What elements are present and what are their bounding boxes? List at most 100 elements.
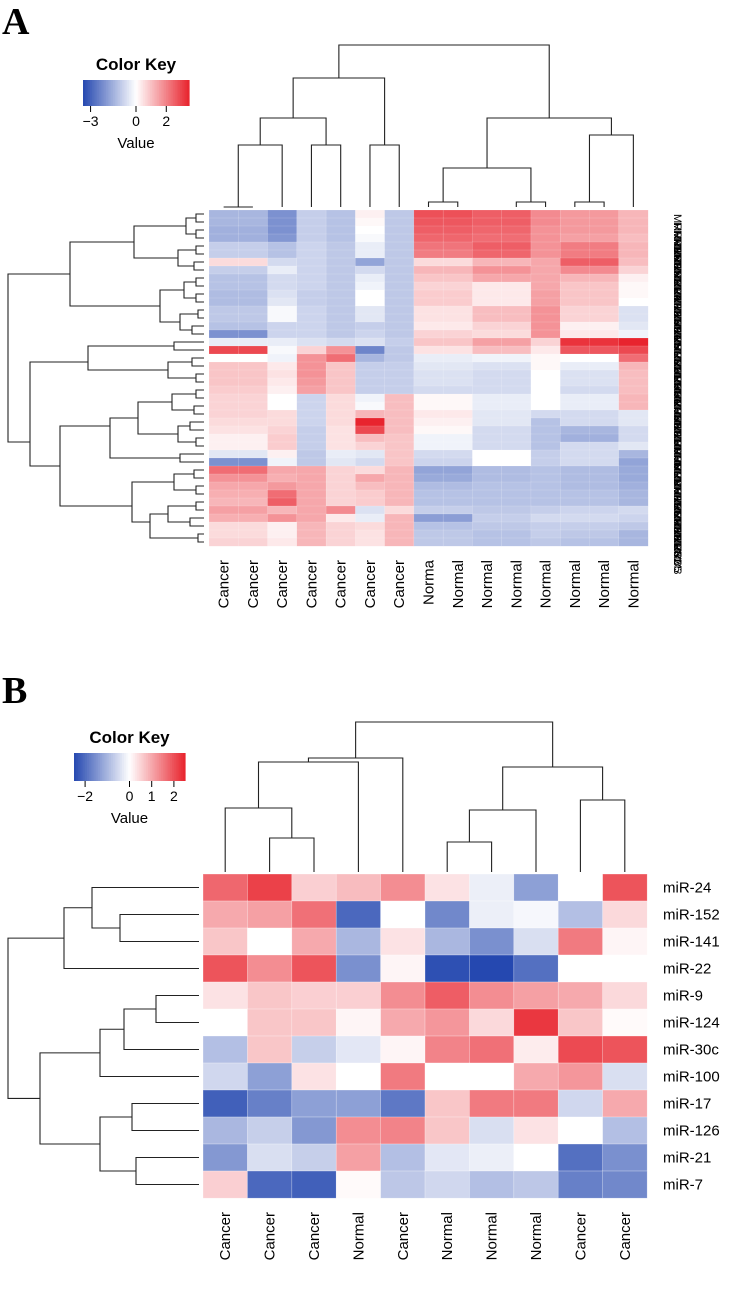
heatmap-cell [442, 329, 473, 339]
heatmap-cell [208, 241, 239, 251]
heatmap-cell [618, 441, 649, 451]
heatmap-cell [208, 313, 239, 323]
row-label: miR-24 [663, 880, 711, 897]
color-key-swatch [135, 753, 138, 781]
heatmap-cell [208, 425, 239, 435]
color-key-swatch [120, 753, 123, 781]
color-key-swatch [144, 80, 148, 106]
heatmap-cell [296, 521, 327, 531]
dendrogram-branch [99, 1028, 199, 1078]
heatmap-cell [325, 457, 356, 467]
heatmap-cell [413, 249, 444, 259]
column-label: Normal [625, 560, 642, 608]
heatmap-cell [560, 409, 590, 419]
heatmap-cell [560, 305, 590, 315]
heatmap-cell [325, 377, 356, 387]
heatmap-cell [560, 265, 590, 275]
heatmap-cell [413, 417, 444, 427]
heatmap-cell [557, 981, 604, 1010]
heatmap-cell [325, 425, 356, 435]
heatmap-cell [560, 449, 590, 459]
heatmap-cell [472, 345, 503, 355]
heatmap-cell [208, 505, 239, 515]
column-label: Cancer [274, 560, 291, 608]
color-key-swatch [86, 80, 89, 106]
heatmap-cell [442, 225, 473, 235]
column-label: Cancer [306, 1212, 323, 1260]
heatmap-cell [469, 873, 515, 902]
heatmap-cell [413, 321, 444, 331]
color-key-swatch [102, 80, 105, 106]
heatmap-cell [325, 289, 356, 299]
color-key-swatch [136, 753, 140, 781]
heatmap-cell [530, 409, 561, 419]
heatmap-cell [413, 273, 444, 283]
color-key-swatch [93, 80, 96, 106]
dendrogram-branch [177, 249, 196, 267]
row-label: MRM2 [671, 374, 683, 406]
heatmap-cell [247, 1089, 293, 1118]
heatmap-cell [380, 981, 426, 1010]
heatmap-cell [413, 217, 444, 227]
heatmap-cell [472, 361, 503, 371]
color-key-swatch [127, 80, 130, 106]
heatmap-cell [560, 529, 590, 539]
dendrogram-branch [123, 1008, 199, 1051]
heatmap-cell [560, 209, 590, 219]
heatmap-cell [325, 265, 356, 275]
heatmap-cell [267, 385, 298, 395]
heatmap-cell [208, 497, 239, 507]
color-key-swatch [109, 753, 112, 781]
heatmap-cell [472, 409, 503, 419]
heatmap-cell [335, 1170, 382, 1199]
heatmap-cell [296, 225, 327, 235]
heatmap-cell [560, 369, 590, 379]
color-key-swatch [88, 753, 92, 781]
heatmap-cell [530, 281, 561, 291]
heatmap-cell [442, 433, 473, 443]
heatmap-cell [469, 954, 515, 983]
heatmap-cell [413, 441, 444, 451]
heatmap-cell [589, 313, 620, 323]
heatmap-cell [618, 417, 649, 427]
heatmap-cell [267, 497, 298, 507]
heatmap-cell [530, 209, 561, 219]
heatmap-cell [589, 329, 620, 339]
heatmap-cell [513, 1089, 559, 1118]
color-key-swatch [164, 753, 168, 781]
heatmap-cell [472, 481, 503, 491]
panel-label: B [2, 670, 27, 712]
heatmap-cell [238, 329, 268, 339]
heatmap-cell [442, 297, 473, 307]
heatmap-cell [291, 1170, 337, 1199]
heatmap-cell [267, 537, 298, 547]
heatmap-cell [513, 1170, 559, 1199]
heatmap-cell [589, 441, 620, 451]
heatmap-cell [442, 505, 473, 515]
heatmap-cell [530, 241, 561, 251]
heatmap-cell [335, 1008, 382, 1037]
heatmap-cell [238, 225, 268, 235]
color-key-swatch [81, 753, 84, 781]
row-label: MRM27 [671, 254, 683, 293]
color-key-swatch [143, 80, 146, 106]
dendrogram-branch [185, 217, 196, 235]
heatmap-cell [238, 249, 268, 259]
heatmap-cell [335, 981, 382, 1010]
heatmap-cell [238, 393, 268, 403]
heatmap-cell [335, 1062, 382, 1091]
heatmap-cell [238, 305, 268, 315]
heatmap-cell [413, 233, 444, 243]
column-label: Norma [421, 559, 438, 605]
heatmap-cell [325, 337, 356, 347]
heatmap-cell [513, 1062, 559, 1091]
row-label: miR-21 [663, 1150, 711, 1167]
heatmap-cell [267, 297, 298, 307]
heatmap-cell [618, 209, 649, 219]
color-key-swatch [173, 80, 176, 106]
heatmap-cell [291, 873, 337, 902]
heatmap-cell [560, 489, 590, 499]
row-label: miR-152 [663, 907, 720, 924]
heatmap-cell [325, 257, 356, 267]
heatmap-cell [472, 457, 503, 467]
